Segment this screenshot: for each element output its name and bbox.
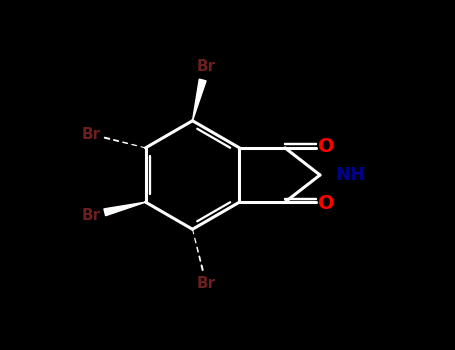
Polygon shape [104,202,146,216]
Text: Br: Br [81,208,101,223]
Text: Br: Br [81,127,101,142]
Text: Br: Br [197,276,216,291]
Text: O: O [318,194,334,214]
Text: Br: Br [197,59,216,74]
Text: O: O [318,136,334,156]
Polygon shape [192,79,206,121]
Text: NH: NH [336,166,366,184]
